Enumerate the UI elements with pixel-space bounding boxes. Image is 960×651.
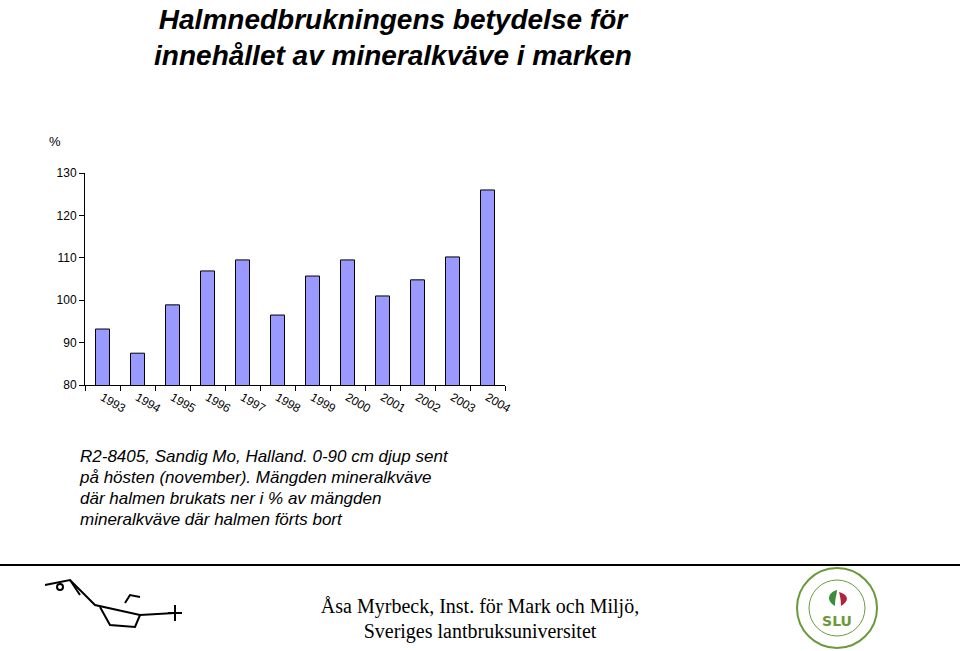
html-text:på hösten (november). Mängden: på hösten (november). Mängden mineralkvä…	[80, 468, 432, 487]
html-text:där halmen brukats ner i % av: där halmen brukats ner i % av mängden	[80, 489, 382, 508]
svg-text:1993: 1993	[98, 390, 128, 416]
svg-text:2000: 2000	[343, 390, 373, 416]
svg-text:110: 110	[57, 251, 76, 265]
svg-text:2003: 2003	[448, 390, 478, 416]
svg-text:130: 130	[57, 166, 77, 180]
svg-text:100: 100	[57, 293, 77, 307]
svg-text:1996: 1996	[203, 390, 233, 416]
svg-text:90: 90	[63, 336, 77, 350]
svg-text:1998: 1998	[273, 390, 303, 416]
html-text:mineralkväve där halmen förts: mineralkväve där halmen förts bort	[80, 510, 342, 529]
html-text:Halmnedbrukningens betydelse f: Halmnedbrukningens betydelse för innehål…	[154, 4, 632, 71]
svg-text:1999: 1999	[308, 390, 338, 416]
svg-text:%: %	[49, 134, 61, 149]
html-text:R2-8405, Sandig Mo, Halland. 0: R2-8405, Sandig Mo, Halland. 0-90 cm dju…	[80, 447, 448, 466]
html-text:Åsa Myrbeck, Inst. för Mark oc: Åsa Myrbeck, Inst. för Mark och Miljö,	[320, 595, 640, 617]
svg-text:1997: 1997	[238, 390, 268, 416]
svg-text:2002: 2002	[413, 390, 443, 416]
html-text:Sveriges lantbruksuniversitet: Sveriges lantbruksuniversitet	[363, 620, 597, 642]
svg-text:120: 120	[57, 209, 77, 223]
svg-text:1994: 1994	[133, 390, 163, 416]
svg-text:SLU: SLU	[822, 613, 852, 629]
svg-text:1995: 1995	[168, 390, 198, 416]
svg-text:80: 80	[63, 378, 77, 392]
svg-text:2004: 2004	[483, 390, 513, 416]
svg-text:2001: 2001	[378, 390, 408, 416]
